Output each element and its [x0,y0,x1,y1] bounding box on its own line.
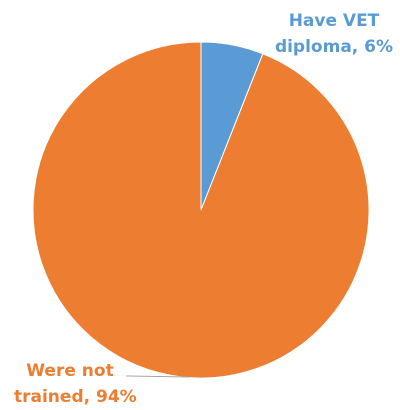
data-label-vet-diploma: Have VET diploma, 6% [272,8,396,60]
data-label-not-trained-line-1: Were not [26,361,114,381]
data-label-not-trained-line-2: trained, 94% [14,387,137,407]
pie-slice-not-trained [32,41,370,379]
data-label-not-trained: Were not trained, 94% [14,358,137,410]
pie-slices [32,41,370,379]
leader-line-not-trained [125,375,191,378]
leader-lines [125,375,191,378]
data-label-vet-diploma-line-2: diploma, 6% [274,37,394,57]
data-label-vet-diploma-line-1: Have VET [288,11,380,31]
